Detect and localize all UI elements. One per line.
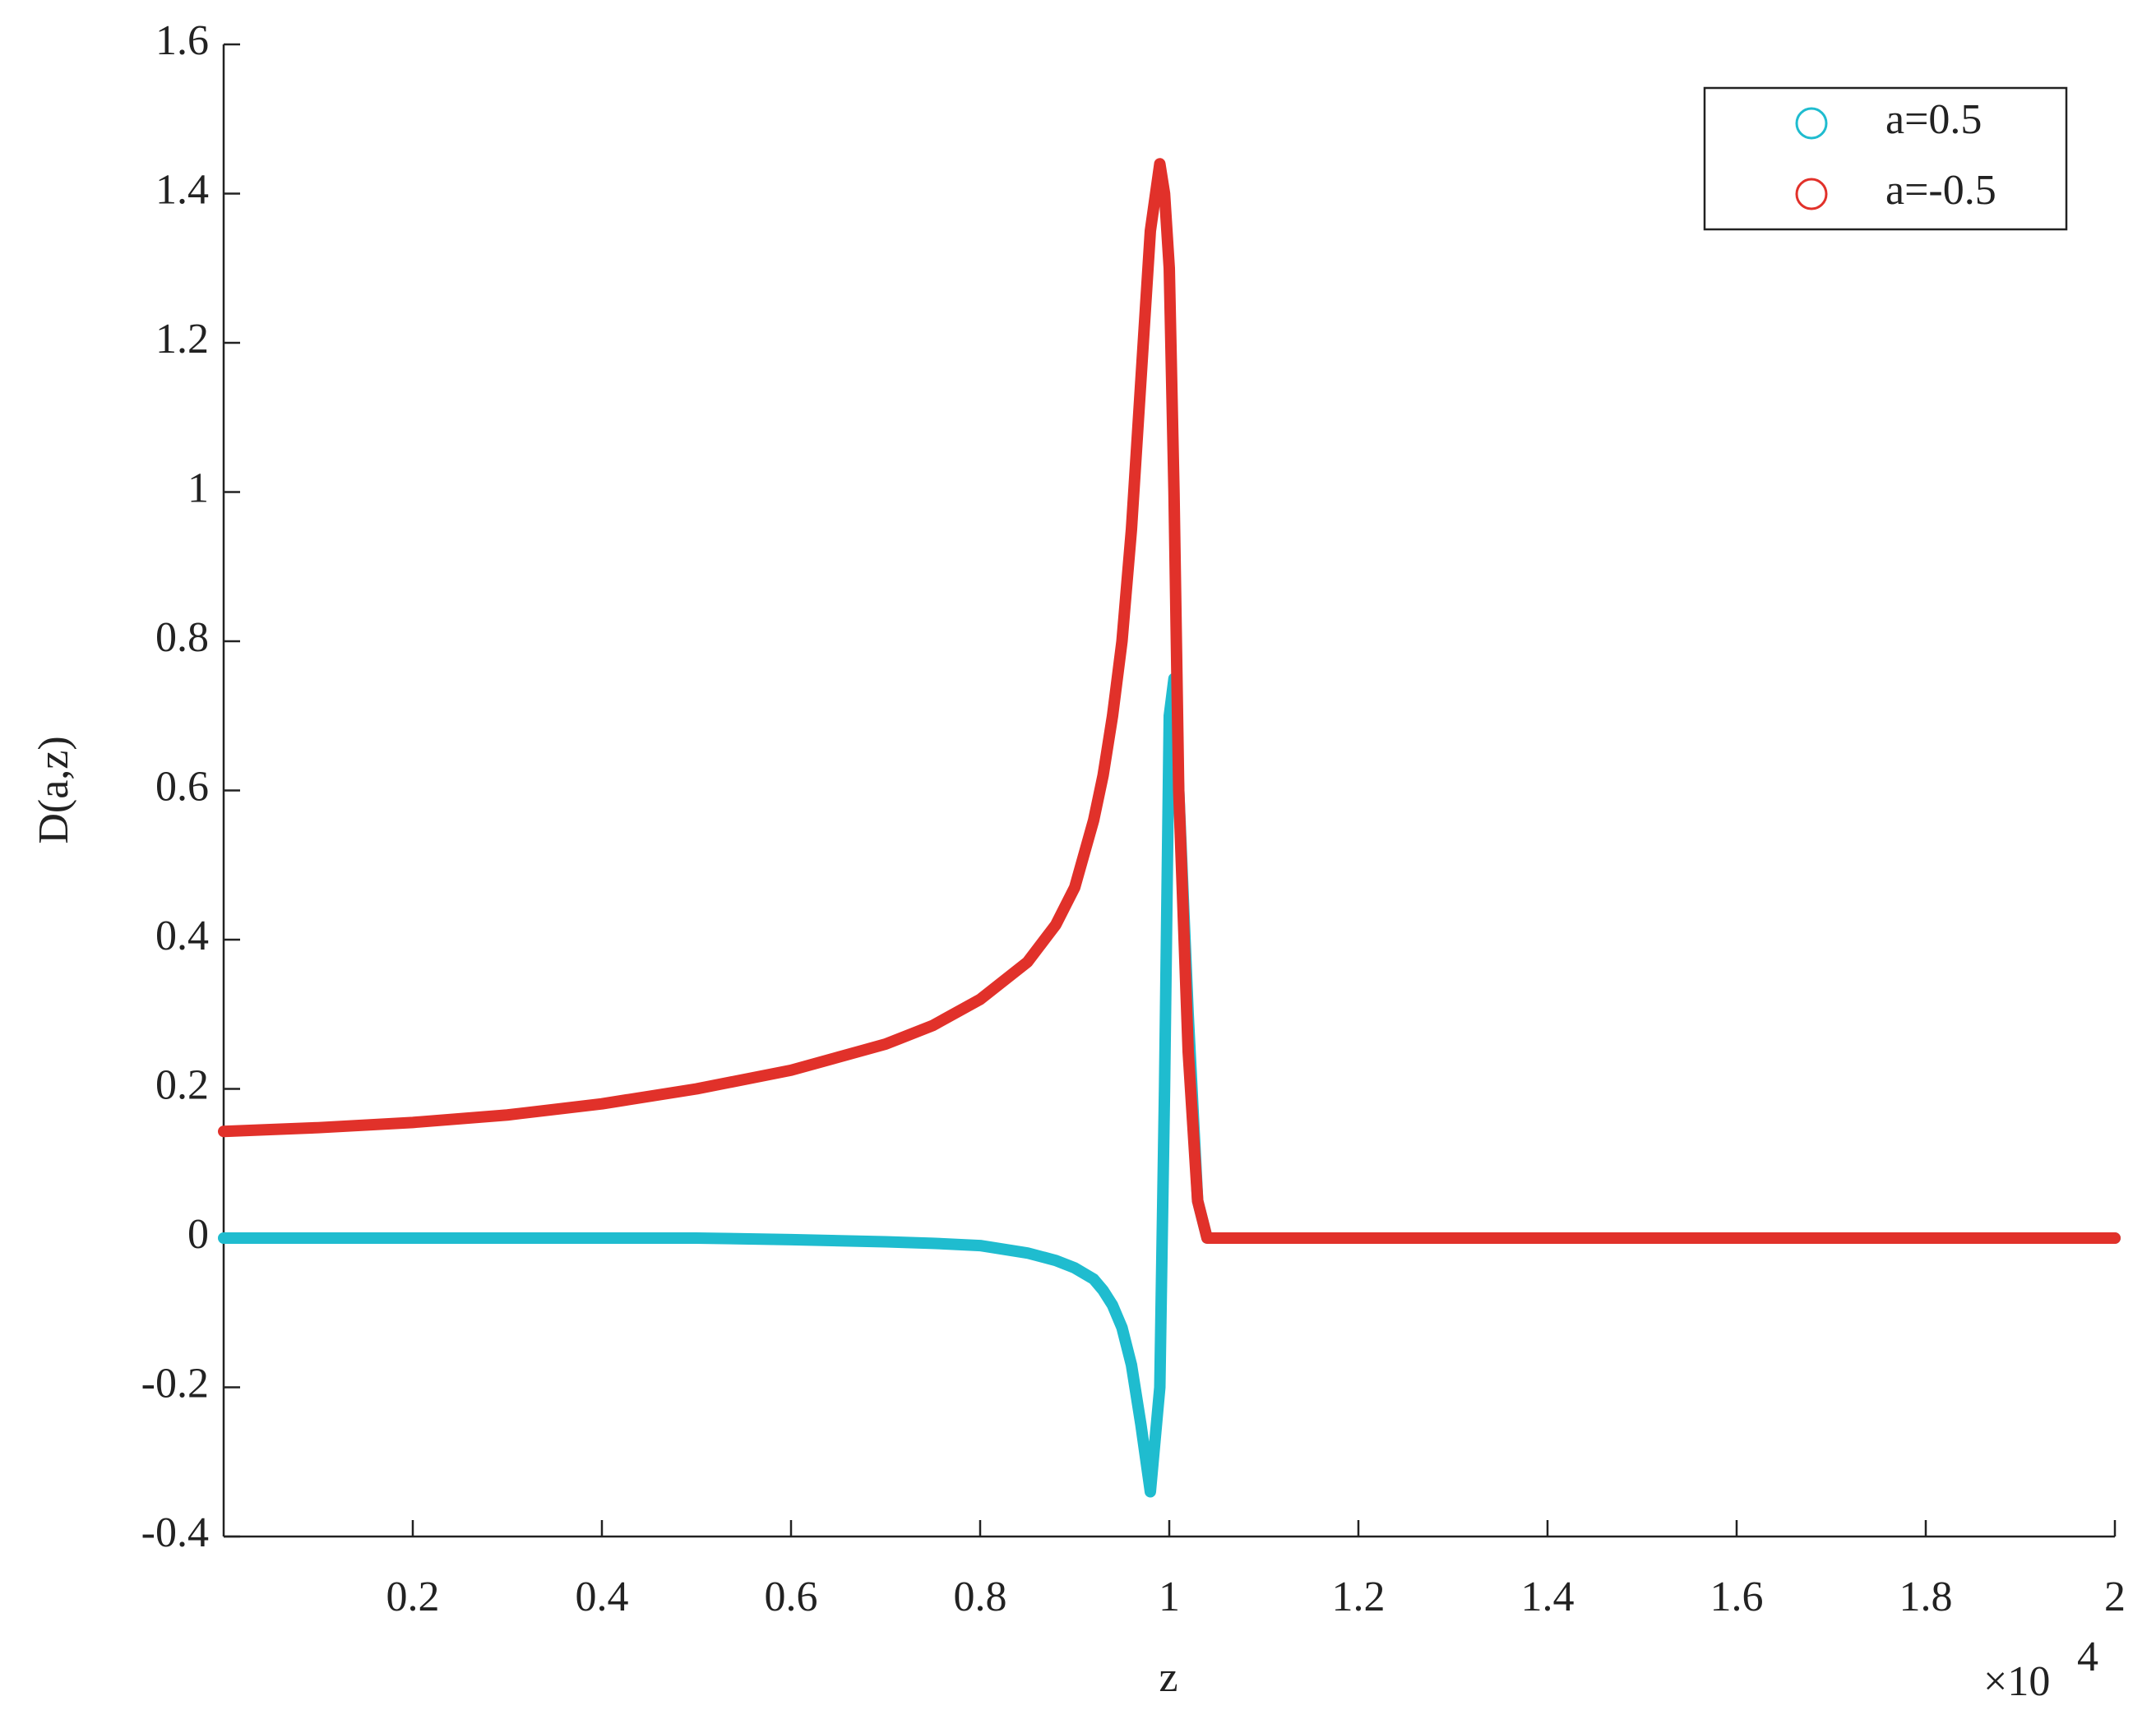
y-tick-label: 0.6 <box>155 763 209 810</box>
legend-label: a=0.5 <box>1885 96 1982 143</box>
x-tick-label: 0.6 <box>765 1574 818 1620</box>
legend: a=0.5 a=-0.5 <box>1703 86 2068 231</box>
y-axis-label: D(a,z) <box>30 736 77 843</box>
y-tick-label: -0.2 <box>141 1360 209 1407</box>
x-tick-label: 1.2 <box>1332 1574 1386 1620</box>
series-line <box>218 672 2121 1498</box>
x-scale-label: ×10 <box>1983 1658 2050 1705</box>
x-tick-label: 0.8 <box>954 1574 1007 1620</box>
x-tick-label: 2 <box>2104 1574 2126 1620</box>
x-tick-label: 1 <box>1159 1574 1180 1620</box>
legend-box <box>1703 86 2068 231</box>
y-tick-label: -0.4 <box>141 1509 209 1556</box>
y-tick-label: 1.4 <box>155 166 209 213</box>
x-tick-label: 1.4 <box>1521 1574 1575 1620</box>
x-scale-exponent: 4 <box>2077 1634 2098 1680</box>
x-tick-label: 0.4 <box>576 1574 629 1620</box>
legend-label: a=-0.5 <box>1885 167 1996 214</box>
y-tick-label: 0.4 <box>155 913 209 959</box>
y-tick-label: 0 <box>187 1211 209 1258</box>
x-tick-label: 1.8 <box>1899 1574 1953 1620</box>
legend-marker <box>1795 178 1828 210</box>
y-tick-label: 1.2 <box>155 316 209 363</box>
x-axis-label: z <box>1159 1654 1177 1701</box>
series-line <box>218 158 2121 1244</box>
y-tick-label: 0.8 <box>155 614 209 661</box>
legend-marker <box>1795 107 1828 140</box>
x-tick-label: 0.2 <box>386 1574 440 1620</box>
y-tick-label: 1 <box>187 464 209 511</box>
y-tick-label: 0.2 <box>155 1061 209 1108</box>
y-tick-label: 1.6 <box>155 17 209 64</box>
x-tick-label: 1.6 <box>1710 1574 1764 1620</box>
